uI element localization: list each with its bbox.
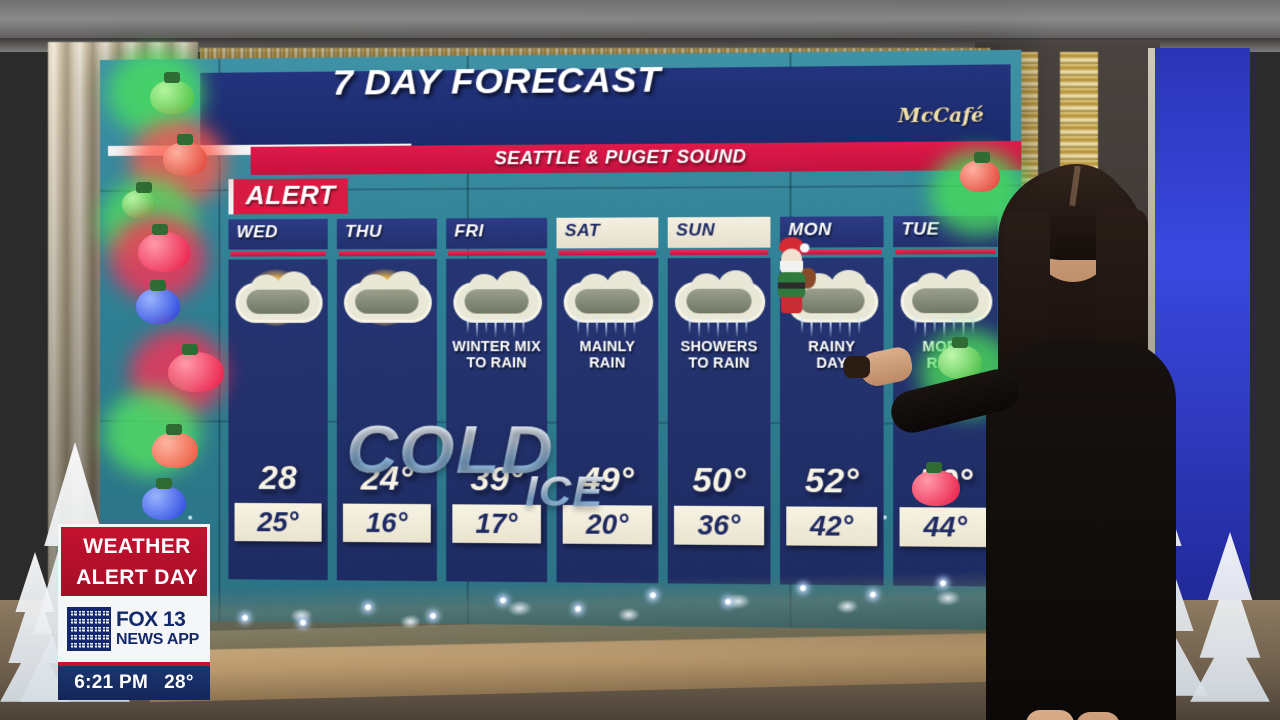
meteorologist-anchor [844, 150, 1230, 720]
day-underline [338, 250, 435, 257]
day-label-fri: FRI [454, 221, 484, 241]
day-label-thu: THU [344, 221, 382, 242]
christmas-bulb-red [168, 344, 224, 392]
day-label-sat: SAT [564, 220, 600, 241]
day-label-sun: SUN [676, 220, 715, 240]
alert-badge: ALERT [228, 178, 348, 215]
day-panel: SAT [556, 217, 659, 249]
high-temp: 52° [804, 461, 859, 500]
day-panel: THU [336, 218, 437, 250]
sun-behind-cloud-icon [343, 267, 433, 330]
low-temp: 25° [257, 507, 299, 538]
presenter-clicker [844, 356, 870, 378]
fox13-logo: FOX 13 [116, 608, 186, 631]
overlay-word-cold: COLD [346, 411, 555, 488]
low-temp: 36° [697, 509, 741, 542]
christmas-bulb-red [960, 152, 1000, 192]
day-panel: SUN [667, 216, 771, 248]
rain-cloud-icon [563, 266, 654, 338]
day-underline [448, 250, 546, 256]
high-temp: 28 [259, 458, 297, 497]
rain-cloud-icon [452, 267, 543, 338]
low-temp-box: 36° [673, 505, 765, 546]
news-app-promo: FOX 13 NEWS APP [58, 596, 210, 662]
forecast-column-sat: SAT MAINLY RAIN 49° 20° [556, 217, 664, 626]
day-label-wed: WED [236, 222, 278, 242]
high-temp: 50° [692, 460, 746, 499]
low-temp: 16° [365, 507, 408, 539]
sun-behind-cloud-icon [235, 267, 324, 330]
forecast-column-wed: WED 28 25° [228, 218, 333, 623]
station-bug: WEATHER ALERT DAY FOX 13 NEWS APP 6:21 P… [58, 524, 210, 710]
santa-figurine-icon [768, 237, 816, 315]
christmas-bulb-red [912, 462, 960, 506]
alert-line-2: ALERT DAY [76, 566, 198, 589]
current-time: 6:21 PM [74, 672, 149, 693]
sponsor-logo-mccafe: McCafé [898, 103, 984, 128]
clock-temp-bar: 6:21 PM 28° [58, 666, 210, 700]
alert-line-1: WEATHER [83, 535, 191, 558]
overlay-word-ice: ICE [524, 467, 604, 516]
current-temp: 28° [164, 672, 194, 693]
condition-text: WINTER MIX TO RAIN [452, 337, 541, 371]
rain-cloud-icon [674, 266, 766, 338]
low-temp-box: 25° [234, 502, 322, 542]
christmas-bulb-red [163, 134, 207, 176]
weather-video-wall: 7 DAY FORECAST SEATTLE & PUGET SOUND McC… [100, 49, 1022, 631]
bug-divider [58, 662, 210, 666]
day-underline [558, 250, 657, 256]
christmas-bulb-red [138, 224, 190, 272]
condition-text: SHOWERS TO RAIN [680, 337, 758, 371]
christmas-bulb-blue [136, 280, 180, 324]
low-temp-box: 16° [342, 503, 431, 543]
weather-alert-day-banner: WEATHER ALERT DAY [58, 524, 210, 596]
christmas-bulb-red [152, 424, 198, 468]
studio-ceiling [0, 0, 1280, 42]
christmas-bulb-green [122, 182, 156, 218]
header-subtitle: SEATTLE & PUGET SOUND [494, 146, 747, 169]
forecast-column-sun: SUN SHOWERS TO RAIN 50° 36° [667, 216, 777, 628]
day-panel: WED [228, 218, 328, 250]
condition-text: MAINLY RAIN [579, 337, 636, 371]
blue-panel-edge [1148, 48, 1157, 648]
day-panel: FRI [446, 217, 548, 249]
gold-tinsel-column [1020, 52, 1038, 202]
news-app-label: NEWS APP [116, 631, 200, 648]
low-temp: 42° [810, 510, 854, 542]
day-underline [669, 249, 769, 256]
qr-code-icon[interactable] [67, 607, 111, 651]
christmas-bulb-blue [142, 478, 186, 520]
low-temp-box: 42° [786, 506, 878, 547]
christmas-bulb-green [150, 72, 194, 114]
day-underline [230, 251, 326, 257]
page-title: 7 DAY FORECAST [332, 59, 661, 103]
